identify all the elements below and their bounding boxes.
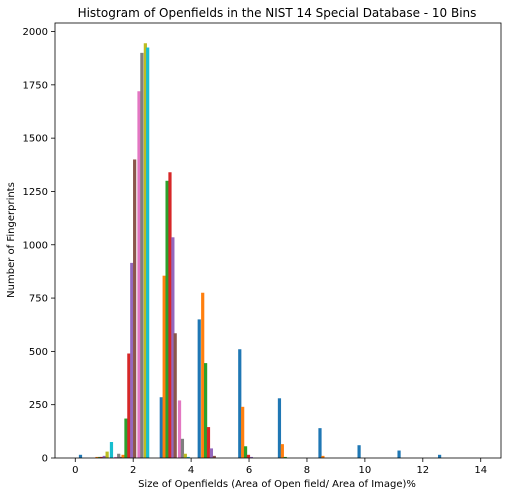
bar-series8-2 [183, 453, 187, 458]
bar-series3-3 [206, 427, 211, 458]
x-tick-label-4: 8 [304, 465, 310, 476]
bar-series9-2 [186, 456, 190, 458]
bar-series4-2 [171, 237, 175, 458]
bar-series0-8 [397, 450, 401, 458]
x-tick-label-3: 6 [246, 465, 252, 476]
y-tick-label-6: 1500 [23, 134, 48, 145]
chart-title: Histogram of Openfields in the NIST 14 S… [78, 6, 477, 20]
bar-series8-0 [105, 451, 109, 458]
x-axis-label: Size of Openfields (Area of Open field/ … [138, 479, 416, 490]
bar-series0-6 [318, 428, 322, 458]
bar-series6-2 [177, 400, 182, 458]
bar-series3-4 [246, 454, 251, 458]
bar-series0-3 [197, 319, 201, 458]
bar-series2-2 [165, 180, 169, 459]
bar-series4-1 [130, 262, 134, 458]
bar-series0-0 [78, 454, 83, 458]
bar-series9-1 [146, 47, 150, 459]
bar-series6-1 [137, 91, 141, 459]
bar-series5-3 [212, 455, 216, 458]
x-tick-label-0: 0 [72, 465, 78, 476]
bar-series6-0 [114, 456, 118, 458]
bar-series5-2 [173, 333, 177, 458]
bar-series7-2 [180, 438, 185, 458]
x-tick-label-1: 2 [130, 465, 136, 476]
y-ticks: 0 250 500 750 1000 1250 1500 1750 2000 [23, 27, 55, 465]
y-tick-label-0: 0 [42, 454, 48, 465]
x-tick-label-2: 4 [188, 465, 194, 476]
axes-group [54, 22, 502, 459]
bar-series2-3 [204, 363, 208, 458]
bars-group [78, 43, 442, 459]
bar-series8-1 [143, 43, 147, 458]
bar-series3-2 [168, 172, 172, 458]
bar-series1-3 [201, 292, 205, 458]
bar-series1-5 [280, 444, 284, 458]
bar-series4-3 [209, 448, 213, 458]
plot-frame [54, 22, 502, 459]
y-tick-label-3: 750 [29, 294, 48, 305]
y-tick-label-4: 1000 [23, 240, 48, 251]
bar-series1-0 [95, 456, 99, 458]
bar-series3-0 [99, 456, 103, 458]
bar-series3-1 [127, 353, 131, 458]
y-tick-label-5: 1250 [23, 187, 48, 198]
x-tick-label-7: 14 [474, 465, 487, 476]
bar-series2-5 [283, 456, 287, 458]
x-tick-label-5: 10 [359, 465, 372, 476]
bar-series0-7 [357, 445, 361, 458]
bar-series1-2 [162, 275, 166, 458]
bar-series2-1 [124, 418, 128, 458]
bar-series7-0 [117, 453, 121, 458]
bar-series1-6 [321, 455, 325, 458]
bar-series0-9 [438, 454, 442, 458]
y-axis-label: Number of Fingerprints [6, 182, 17, 298]
bar-series0-2 [159, 397, 163, 458]
y-tick-label-1: 250 [29, 400, 48, 411]
bar-series5-1 [133, 159, 137, 458]
y-tick-label-2: 500 [29, 347, 48, 358]
y-tick-label-8: 2000 [23, 27, 48, 38]
y-tick-label-7: 1750 [23, 80, 48, 91]
bar-series2-4 [243, 446, 248, 458]
bar-series9-0 [109, 442, 114, 458]
bar-series1-4 [241, 406, 245, 458]
bar-series4-0 [102, 455, 106, 458]
bar-series7-1 [140, 52, 144, 458]
bar-series0-5 [277, 398, 282, 458]
bar-series1-1 [121, 454, 125, 458]
bar-series4-4 [249, 456, 253, 458]
bar-series0-4 [238, 349, 242, 458]
x-ticks: 0 2 4 6 8 10 12 14 [72, 458, 487, 476]
x-tick-label-6: 12 [416, 465, 429, 476]
